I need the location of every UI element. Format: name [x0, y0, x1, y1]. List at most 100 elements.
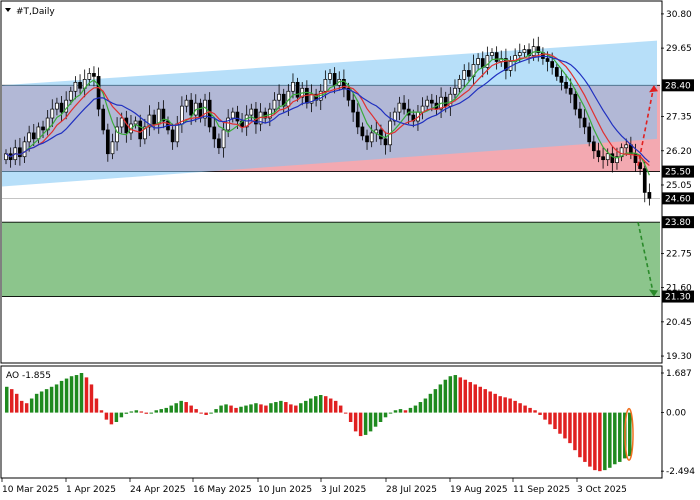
- candle-body: [41, 126, 45, 131]
- ao-bar: [224, 404, 228, 413]
- x-tick-label: 3 Jul 2025: [321, 485, 366, 495]
- support-zone: [2, 222, 660, 297]
- ao-bar: [358, 412, 363, 437]
- ao-bar: [488, 391, 492, 413]
- candle-body: [392, 111, 397, 122]
- ao-bar: [104, 412, 109, 420]
- ao-bar: [244, 405, 248, 413]
- ao-bar: [343, 412, 348, 414]
- ao-tick-label: -2.494: [666, 467, 695, 477]
- forecast-arrow-down-line: [637, 221, 655, 297]
- ao-bar: [164, 407, 168, 413]
- ao-bar: [174, 403, 178, 413]
- candle-body: [536, 46, 541, 53]
- ao-bar: [159, 409, 163, 413]
- forecast-arrows-layer: [637, 85, 658, 297]
- ao-bar: [588, 412, 592, 467]
- ao-bar: [598, 412, 602, 472]
- candle-body: [402, 102, 406, 110]
- candle-body: [467, 70, 471, 77]
- candle-body: [425, 99, 430, 107]
- ao-bar: [573, 412, 577, 451]
- ao-bar: [314, 396, 318, 413]
- y-tick-label: 20.45: [666, 318, 692, 328]
- ao-bar: [563, 412, 567, 439]
- candle-body: [36, 126, 41, 140]
- moving-averages-layer: [5, 50, 650, 176]
- price-tag-box: [662, 165, 694, 178]
- ao-bar: [363, 412, 368, 435]
- candle-body: [554, 67, 559, 77]
- x-axis: 10 Mar 2025 1 Apr 2025 24 Apr 2025 16 May 2…: [1, 478, 627, 495]
- ao-bar: [383, 412, 388, 418]
- candle-body: [73, 81, 78, 92]
- ao-bar: [169, 405, 173, 413]
- candle-body: [87, 73, 92, 80]
- y-tick-label: 30.80: [666, 10, 692, 20]
- candle-body: [420, 105, 425, 113]
- candle-body: [591, 141, 596, 152]
- candle-body: [346, 87, 351, 101]
- candle-body: [161, 108, 166, 122]
- ao-bar: [64, 378, 69, 413]
- ao-bar: [438, 384, 443, 413]
- candle-body: [281, 93, 286, 107]
- ma-slow-line: [5, 55, 650, 163]
- ao-bar: [608, 412, 612, 468]
- ao-bar: [89, 384, 94, 413]
- candle-body: [78, 81, 82, 89]
- candle-body: [550, 61, 555, 68]
- ao-bar: [184, 402, 188, 413]
- candle-body: [490, 52, 494, 56]
- triangle-down-icon[interactable]: [5, 8, 11, 12]
- candle-body: [605, 153, 610, 161]
- ao-bar: [214, 409, 218, 413]
- candle-body: [133, 120, 138, 125]
- ao-bar: [493, 393, 497, 413]
- price-tag-label: 23.80: [665, 218, 691, 228]
- candle-body: [184, 99, 189, 107]
- ao-bar: [9, 389, 14, 413]
- y-axis: 30.80 29.65 27.35 26.20 25.05 22.75 21.60 20.45…: [661, 10, 692, 362]
- ao-bar: [274, 402, 278, 413]
- candle-body: [277, 93, 281, 101]
- ao-tick-label: 1.687: [666, 369, 692, 379]
- ao-bar: [478, 386, 482, 413]
- ao-bar: [19, 400, 24, 413]
- ao-bar: [568, 412, 572, 444]
- candle-body: [601, 156, 605, 161]
- price-tag-box: [662, 79, 694, 92]
- ao-bar: [538, 412, 542, 415]
- ao-bar: [583, 412, 587, 462]
- ao-bar: [99, 410, 104, 413]
- ao-bar: [179, 400, 183, 413]
- price-tag-box: [662, 216, 694, 229]
- x-tick-label: 1 Apr 2025: [66, 485, 116, 495]
- candle-body: [332, 73, 337, 86]
- ao-bar: [483, 389, 487, 413]
- ao-bar: [508, 398, 512, 413]
- ao-bar: [423, 398, 428, 413]
- ao-bar: [304, 400, 308, 413]
- candle-body: [457, 79, 462, 89]
- candle-body: [295, 81, 300, 98]
- ao-bar: [578, 412, 582, 458]
- candle-body: [573, 93, 578, 110]
- candle-body: [101, 108, 106, 131]
- ao-bar: [413, 405, 418, 413]
- candle-body: [59, 102, 64, 113]
- ao-bar: [269, 403, 273, 413]
- ao-bar: [54, 384, 59, 413]
- ao-bar: [124, 412, 129, 414]
- ao-bar: [59, 380, 64, 413]
- ao-bar: [433, 389, 438, 413]
- ao-bar: [219, 405, 223, 413]
- candle-body: [429, 99, 434, 104]
- candle-body: [50, 108, 55, 119]
- ao-bar: [144, 412, 149, 414]
- ao-bar: [503, 397, 507, 413]
- ao-bar: [453, 375, 458, 413]
- y-tick-label: 21.60: [666, 284, 692, 294]
- x-tick-label: 16 May 2025: [193, 485, 252, 495]
- ao-bar: [299, 403, 303, 413]
